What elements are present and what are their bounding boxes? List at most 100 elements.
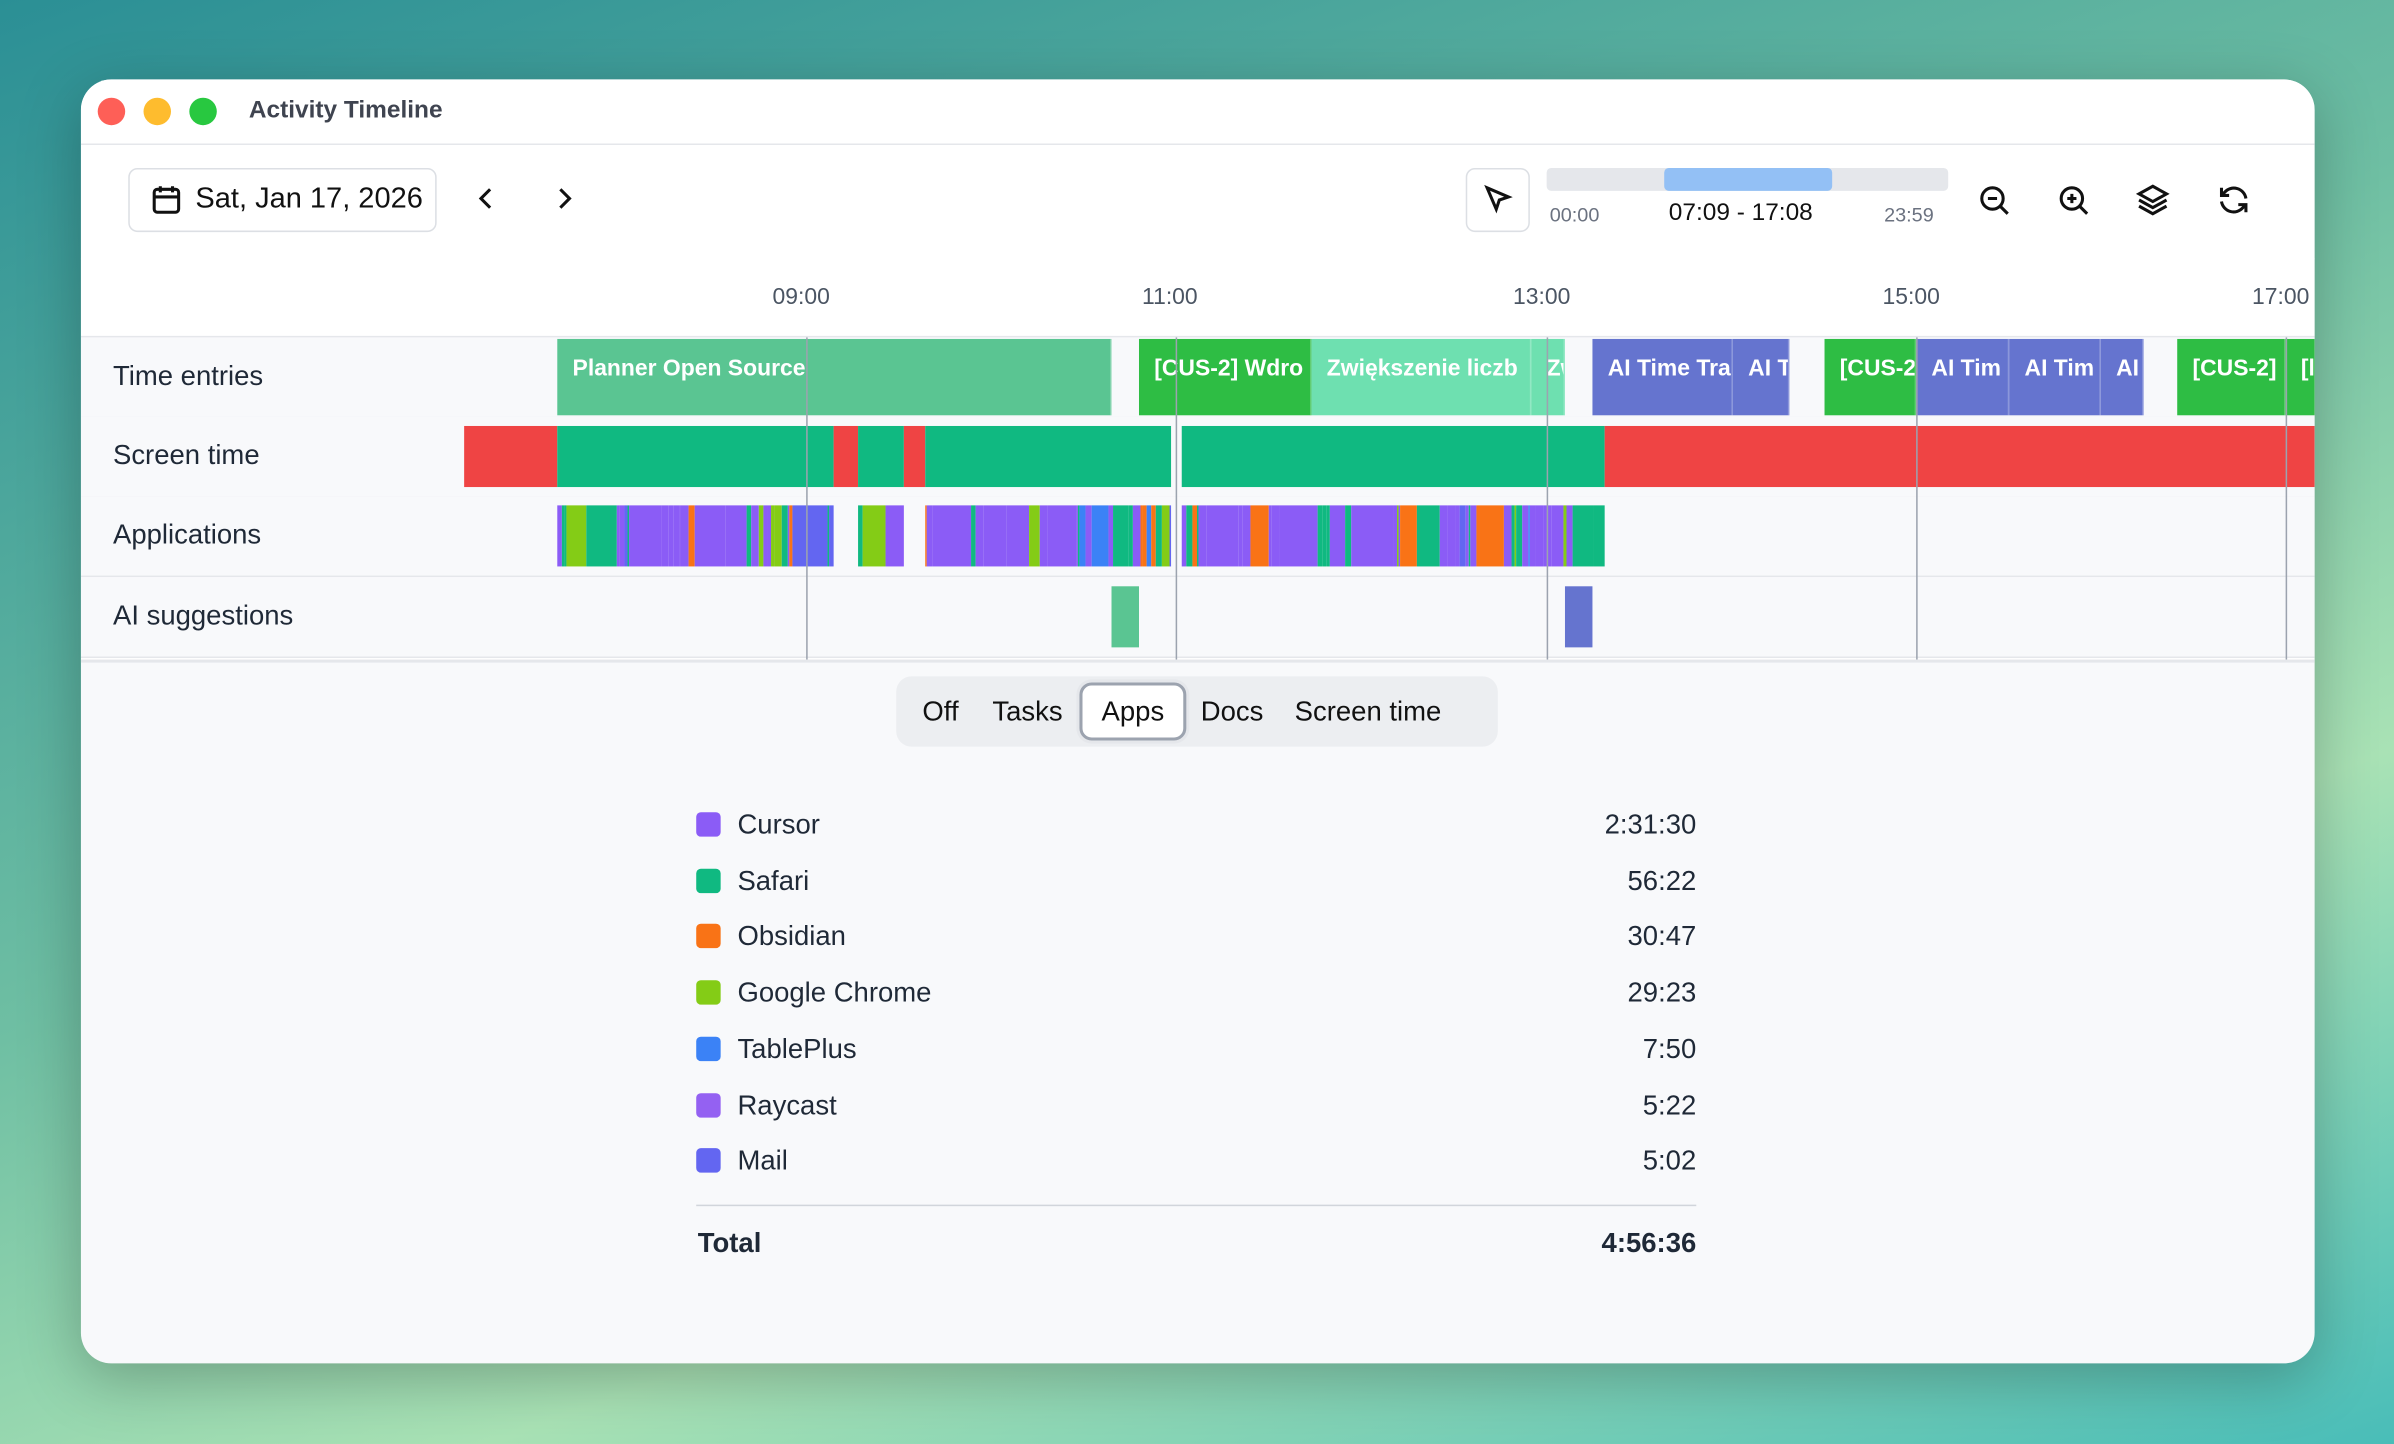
app-segment [1140, 505, 1143, 567]
screen-time-block [557, 425, 834, 488]
row-label: Applications [112, 519, 262, 550]
app-segment [1470, 505, 1477, 567]
app-segment [557, 505, 562, 567]
time-entry[interactable]: AI T [1732, 338, 1790, 416]
app-segment [1535, 505, 1544, 567]
app-segment [1155, 505, 1162, 567]
view-tab[interactable]: Screen time [1294, 696, 1442, 727]
app-segment [758, 505, 764, 567]
title-bar: Activity Timeline [80, 79, 2315, 146]
hour-label: 11:00 [1142, 283, 1198, 310]
app-segment [1250, 505, 1269, 567]
app-segment [1522, 505, 1529, 567]
app-duration: 5:22 [1642, 1089, 1697, 1120]
date-picker[interactable]: Sat, Jan 17, 2026 [128, 167, 437, 233]
app-color [696, 1092, 721, 1117]
calendar-icon [152, 186, 181, 214]
view-tab[interactable]: Tasks [992, 696, 1063, 727]
time-entry[interactable]: Planner Open Source [557, 338, 1112, 416]
time-entry[interactable]: AI [2100, 338, 2144, 416]
row-label: AI suggestions [112, 600, 294, 631]
timeline-header [80, 258, 2315, 338]
app-segment [1279, 505, 1318, 567]
time-entry[interactable]: AI Time Tra [1592, 338, 1733, 416]
app-segment [1566, 505, 1573, 567]
app-segment [1476, 505, 1504, 567]
app-segment [586, 505, 617, 567]
app-segment [1468, 505, 1471, 567]
app-segment [862, 505, 886, 567]
total-label: Total [697, 1227, 762, 1259]
total-duration: 4:56:36 [1601, 1227, 1697, 1259]
app-segment [774, 505, 782, 567]
app-segment [1447, 505, 1456, 567]
time-entry[interactable]: Zwiększenie liczb [1311, 338, 1532, 416]
app-segment [1161, 505, 1170, 567]
app-segment [688, 505, 695, 567]
app-name: Cursor [737, 809, 820, 840]
view-tab[interactable]: Apps [1079, 682, 1187, 741]
app-segment [1572, 505, 1594, 567]
app-segment [1503, 505, 1512, 567]
app-segment [1455, 505, 1460, 567]
select-tool-button[interactable] [1465, 167, 1530, 233]
screen-time-block [1604, 425, 2315, 488]
app-name: Safari [737, 865, 810, 896]
app-segment [1529, 505, 1536, 567]
app-segment [746, 505, 752, 567]
zoom-in-button[interactable] [2055, 182, 2092, 219]
window: Activity Timeline Sat, Jan 17, 2026 00:0… [80, 79, 2315, 1364]
app-segment [1206, 505, 1239, 567]
app-segment [1186, 505, 1193, 567]
refresh-button[interactable] [2215, 182, 2252, 219]
app-segment [561, 505, 565, 567]
app-segment [926, 505, 933, 567]
app-segment [1528, 505, 1530, 567]
app-segment [1091, 505, 1109, 567]
app-duration: 29:23 [1627, 977, 1697, 1008]
zoom-out-button[interactable] [1976, 182, 2013, 219]
view-tabs: Off Tasks Apps Docs Screen time [896, 676, 1498, 747]
previous-day-button[interactable] [467, 180, 504, 217]
time-entry[interactable]: AI Tim [1916, 338, 2010, 416]
app-segment [829, 505, 834, 567]
app-segment [1108, 505, 1114, 567]
app-segment [789, 505, 793, 567]
app-segment [1459, 505, 1466, 567]
app-segment [668, 505, 674, 567]
app-name: Mail [737, 1145, 788, 1176]
hour-grid-line [806, 337, 808, 660]
zoom-button[interactable] [189, 97, 217, 126]
time-entry[interactable]: Zw [1531, 338, 1565, 416]
next-day-button[interactable] [547, 180, 584, 217]
time-entry[interactable]: [CUS-2] [2177, 338, 2286, 416]
view-tab[interactable]: Off [922, 696, 959, 727]
view-tab[interactable]: Docs [1200, 696, 1264, 727]
screen-time-block [903, 425, 926, 488]
time-entry[interactable]: AI Tim [2009, 338, 2101, 416]
layers-button[interactable] [2134, 182, 2171, 219]
ai-suggestion[interactable] [1564, 586, 1593, 648]
app-segment [1398, 505, 1401, 567]
range-selection[interactable] [1664, 167, 1833, 191]
time-entry[interactable]: [CUS-2] Wdro [1138, 338, 1312, 416]
ai-suggestion[interactable] [1111, 586, 1139, 648]
app-segment [771, 505, 775, 567]
app-segment [1317, 505, 1323, 567]
app-segment [1197, 505, 1199, 567]
app-segment [1132, 505, 1141, 567]
app-segment [680, 505, 689, 567]
app-segment [725, 505, 747, 567]
app-duration: 5:02 [1642, 1145, 1697, 1176]
app-segment [1077, 505, 1080, 567]
app-segment [566, 505, 587, 567]
close-button[interactable] [97, 97, 126, 126]
minimize-button[interactable] [143, 97, 172, 126]
time-entry[interactable]: [l [2285, 338, 2315, 416]
window-title: Activity Timeline [248, 97, 443, 124]
app-segment [1079, 505, 1086, 567]
time-entry[interactable]: [CUS-2 [1824, 338, 1917, 416]
app-segment [763, 505, 768, 567]
app-segment [1192, 505, 1198, 567]
